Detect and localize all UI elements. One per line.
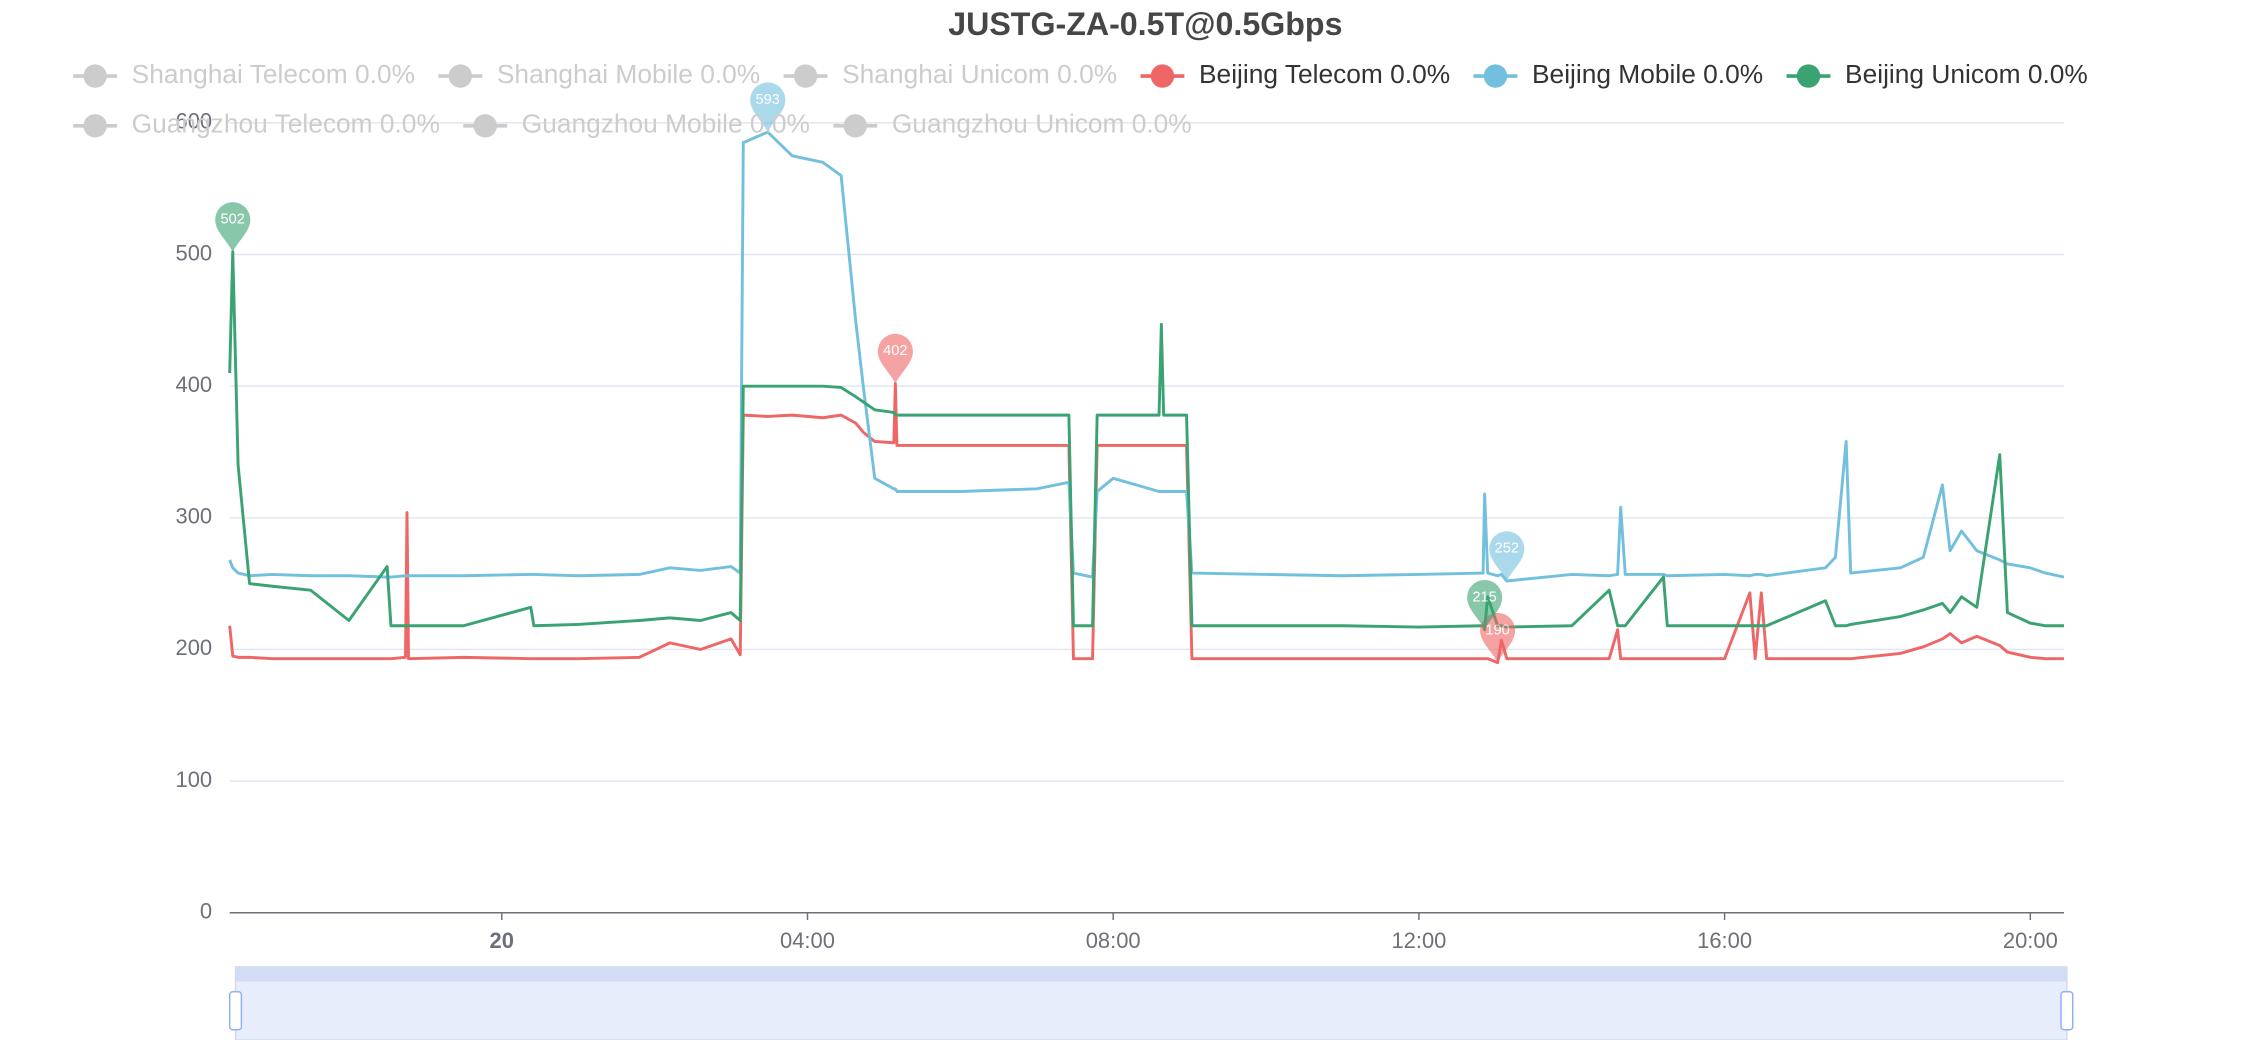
legend-item[interactable]: Guangzhou Mobile 0.0% <box>463 109 810 139</box>
legend-text: Shanghai Mobile 0.0% <box>497 59 760 89</box>
legend-text: Guangzhou Unicom 0.0% <box>892 109 1192 139</box>
legend-dot <box>1483 64 1508 88</box>
legend-item[interactable]: Shanghai Telecom 0.0% <box>73 59 415 89</box>
y-tick-label: 200 <box>176 635 213 660</box>
y-tick-label: 0 <box>200 899 212 924</box>
pin-label: 502 <box>221 212 245 228</box>
x-tick-label: 20 <box>490 928 514 953</box>
pin-shape <box>1467 579 1503 630</box>
y-tick-label: 400 <box>176 372 213 397</box>
x-tick-label: 16:00 <box>1697 928 1752 953</box>
pin-label: 402 <box>883 343 907 359</box>
marker-pin: 190 <box>1480 612 1516 663</box>
chart-title: JUSTG-ZA-0.5T@0.5Gbps <box>948 6 1342 42</box>
legend-item[interactable]: Guangzhou Unicom 0.0% <box>833 109 1192 139</box>
legend-text: Guangzhou Telecom 0.0% <box>132 109 440 139</box>
pin-shape <box>215 202 251 252</box>
legend-dot <box>448 64 473 88</box>
x-tick-label: 12:00 <box>1391 928 1446 953</box>
legend-item[interactable]: Shanghai Mobile 0.0% <box>438 59 760 89</box>
legend-item[interactable]: Beijing Telecom 0.0% <box>1140 59 1451 89</box>
legend-text: Beijing Unicom 0.0% <box>1845 59 2088 89</box>
pin-label: 190 <box>1485 622 1509 638</box>
legend-text: Beijing Telecom 0.0% <box>1199 59 1450 89</box>
marker-pin: 502 <box>215 202 251 252</box>
legend-dot <box>1150 64 1175 88</box>
zoom-bar[interactable] <box>235 966 2067 982</box>
series-line <box>228 382 2064 665</box>
y-tick-label: 300 <box>176 504 213 529</box>
x-tick-label: 04:00 <box>780 928 835 953</box>
series-line <box>228 250 2064 632</box>
y-tick-label: 600 <box>176 109 213 134</box>
marker-pin: 252 <box>1489 531 1525 581</box>
legend-text: Shanghai Unicom 0.0% <box>842 59 1117 89</box>
marker-pin: 215 <box>1467 579 1503 630</box>
legend-item[interactable]: Beijing Unicom 0.0% <box>1786 59 2088 89</box>
pin-shape <box>877 333 913 384</box>
legend-item[interactable]: Beijing Mobile 0.0% <box>1473 59 1764 89</box>
legend-dot <box>843 114 867 138</box>
x-tick-label: 08:00 <box>1086 928 1141 953</box>
legend-item[interactable]: Shanghai Unicom 0.0% <box>783 59 1117 89</box>
legend-text: Beijing Mobile 0.0% <box>1532 59 1763 89</box>
legend-dot <box>83 114 107 138</box>
x-tick-label: 20:00 <box>2003 928 2058 953</box>
legend-text: Guangzhou Mobile 0.0% <box>522 109 810 139</box>
pin-shape <box>750 82 786 133</box>
y-tick-label: 500 <box>176 240 213 265</box>
pin-label: 252 <box>1495 541 1519 557</box>
legend-dot <box>473 114 497 138</box>
legend-dot <box>1796 64 1821 88</box>
legend-dot <box>83 64 107 88</box>
data-zoom-slider[interactable] <box>228 966 2074 1040</box>
zoom-handle-left[interactable] <box>228 990 243 1031</box>
series-line <box>228 130 2065 583</box>
legend-text: Shanghai Telecom 0.0% <box>132 59 415 89</box>
marker-pin: 593 <box>750 82 786 133</box>
pin-shape <box>1489 531 1525 581</box>
legend-item[interactable]: Guangzhou Telecom 0.0% <box>73 109 440 139</box>
pin-label: 593 <box>756 92 780 108</box>
pin-label: 215 <box>1472 589 1496 605</box>
marker-pin: 402 <box>877 333 913 384</box>
zoom-handle-right[interactable] <box>2060 990 2074 1031</box>
pin-shape <box>1480 612 1516 663</box>
legend-dot <box>793 64 818 88</box>
y-tick-label: 100 <box>176 767 213 792</box>
